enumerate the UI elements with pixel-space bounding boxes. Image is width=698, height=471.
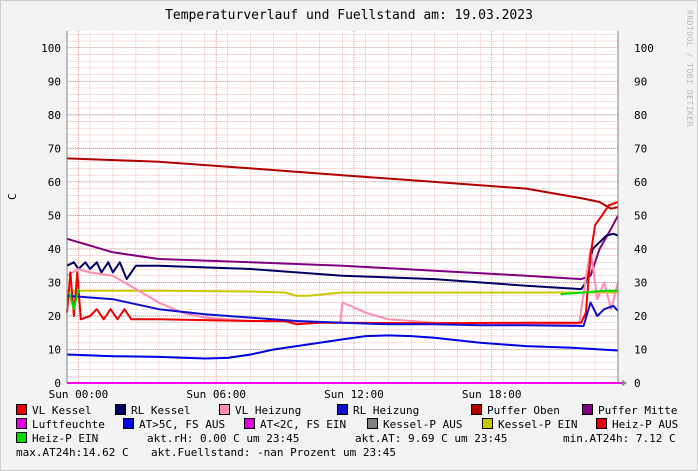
legend-swatch <box>482 418 493 429</box>
chart-title: Temperaturverlauf und Fuellstand am: 19.… <box>165 8 533 23</box>
info-fill-level: akt.Fuellstand: -nan Prozent um 23:45 <box>151 446 397 459</box>
legend-swatch <box>219 404 230 415</box>
y-tick-label-right: 80 <box>634 109 647 122</box>
y-tick-label-right: 50 <box>634 209 647 222</box>
y-tick-label-right: 40 <box>634 243 647 256</box>
legend-label: Puffer Mitte <box>598 404 678 417</box>
plot-area: 0 0 10 10 20 20 30 30 40 40 50 50 60 60 70 70 80 80 90 90 10… <box>41 31 654 400</box>
info-max-temp: max.AT24h:14.62 C <box>16 446 129 459</box>
y-tick-label-right: 30 <box>634 276 647 289</box>
y-tick-label-left: 60 <box>48 176 61 189</box>
legend-item: Puffer Oben <box>471 404 560 417</box>
legend-item: AT<2C, FS EIN <box>244 418 346 431</box>
legend-label: Luftfeuchte <box>32 418 105 431</box>
x-tick-label: Sun 18:00 <box>462 388 522 400</box>
legend-label: Puffer Oben <box>487 404 560 417</box>
y-tick-label-right: 100 <box>634 42 654 55</box>
y-tick-label-right: 0 <box>634 377 641 390</box>
legend-swatch <box>596 418 607 429</box>
legend-item: Luftfeuchte <box>16 418 105 431</box>
y-tick-label-left: 0 <box>54 377 61 390</box>
y-tick-label-left: 30 <box>48 276 61 289</box>
y-tick-label-right: 70 <box>634 142 647 155</box>
y-tick-label-left: 100 <box>41 42 61 55</box>
legend-label: Heiz-P EIN <box>32 432 99 445</box>
legend-item: RL Heizung <box>337 404 419 417</box>
series-line <box>66 214 619 281</box>
y-tick-label-left: 70 <box>48 142 61 155</box>
legend-swatch <box>244 418 255 429</box>
legend-item: VL Heizung <box>219 404 301 417</box>
series-line <box>66 232 619 291</box>
series-line <box>66 201 619 326</box>
legend-item: AT>5C, FS AUS <box>123 418 225 431</box>
series-line <box>66 247 619 325</box>
legend-label: AT<2C, FS EIN <box>260 418 347 431</box>
legend-swatch <box>367 418 378 429</box>
legend-swatch <box>582 404 593 415</box>
x-tick-label: Sun 12:00 <box>324 388 384 400</box>
y-tick-label-right: 10 <box>634 343 647 356</box>
info-humidity: akt.rH: 0.00 C um 23:45 <box>147 432 300 445</box>
legend: VL Kessel RL Kessel VL Heizung RL Heizun… <box>0 404 698 464</box>
y-tick-label-left: 20 <box>48 310 61 323</box>
legend-item: Heiz-P EIN <box>16 432 98 445</box>
legend-item: Puffer Mitte <box>582 404 677 417</box>
legend-label: RL Kessel <box>131 404 191 417</box>
legend-label: Heiz-P AUS <box>612 418 679 431</box>
legend-swatch <box>16 404 27 415</box>
x-tick-label: Sun 00:00 <box>49 388 109 400</box>
legend-swatch <box>115 404 126 415</box>
legend-label: AT>5C, FS AUS <box>139 418 226 431</box>
legend-label: Kessel-P EIN <box>498 418 578 431</box>
legend-label: Kessel-P AUS <box>383 418 463 431</box>
series-line <box>68 288 80 311</box>
y-tick-label-left: 40 <box>48 243 61 256</box>
info-min-temp: min.AT24h: 7.12 C <box>563 432 676 445</box>
y-tick-label-left: 90 <box>48 75 61 88</box>
series-line <box>66 334 619 360</box>
legend-swatch <box>123 418 134 429</box>
legend-item: VL Kessel <box>16 404 92 417</box>
series-line <box>560 289 618 296</box>
series-line <box>67 289 618 297</box>
legend-label: VL Heizung <box>235 404 302 417</box>
legend-swatch <box>16 432 27 443</box>
legend-swatch <box>471 404 482 415</box>
legend-swatch <box>337 404 348 415</box>
y-tick-label-left: 10 <box>48 343 61 356</box>
legend-item: Kessel-P EIN <box>482 418 577 431</box>
y-tick-label-right: 20 <box>634 310 647 323</box>
legend-item: RL Kessel <box>115 404 191 417</box>
y-tick-label-left: 80 <box>48 109 61 122</box>
legend-swatch <box>16 418 27 429</box>
rrdtool-watermark: RRDTOOL / TOBI OETIKER <box>685 10 694 127</box>
legend-item: Kessel-P AUS <box>367 418 462 431</box>
series-line <box>66 294 619 327</box>
info-outside-temp: akt.AT: 9.69 C um 23:45 <box>355 432 508 445</box>
series-line <box>66 157 619 210</box>
x-tick-label: Sun 06:00 <box>186 388 246 400</box>
x-axis-arrow-icon <box>622 380 627 386</box>
legend-label: RL Heizung <box>353 404 420 417</box>
legend-label: VL Kessel <box>32 404 92 417</box>
legend-item: Heiz-P AUS <box>596 418 678 431</box>
y-tick-label-left: 50 <box>48 209 61 222</box>
y-tick-label-right: 60 <box>634 176 647 189</box>
y-tick-label-right: 90 <box>634 75 647 88</box>
